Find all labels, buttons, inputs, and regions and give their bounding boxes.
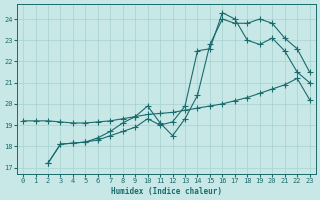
X-axis label: Humidex (Indice chaleur): Humidex (Indice chaleur) (111, 187, 222, 196)
